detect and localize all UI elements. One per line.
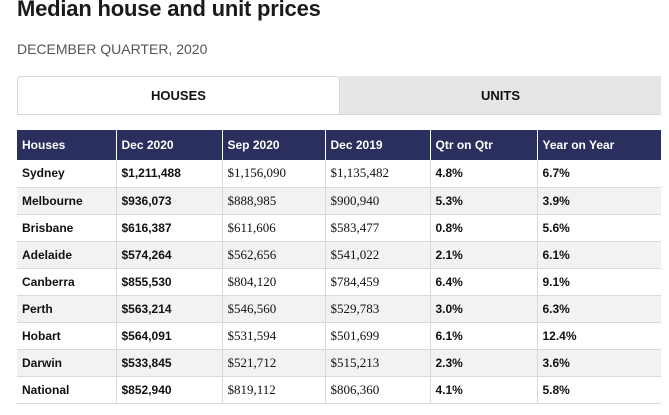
table-row: National $852,940 $819,112 $806,360 4.1% 5.8% bbox=[17, 376, 661, 404]
cell-sep-2020: $819,112 bbox=[222, 376, 326, 404]
cell-sep-2020: $611,606 bbox=[222, 214, 326, 242]
cell-city: Hobart bbox=[17, 322, 117, 350]
table-header-row: Houses Dec 2020 Sep 2020 Dec 2019 Qtr on… bbox=[17, 130, 661, 160]
cell-sep-2020: $888,985 bbox=[222, 187, 326, 215]
column-header-sep-2020: Sep 2020 bbox=[222, 130, 326, 160]
table-row: Brisbane $616,387 $611,606 $583,477 0.8% 5.6% bbox=[17, 214, 661, 242]
table-row: Darwin $533,845 $521,712 $515,213 2.3% 3.6% bbox=[17, 349, 661, 377]
cell-city: National bbox=[17, 376, 117, 404]
cell-dec-2019: $529,783 bbox=[325, 295, 431, 323]
table-body: Sydney $1,211,488 $1,156,090 $1,135,482 4.8%… bbox=[17, 160, 661, 404]
cell-city: Adelaide bbox=[17, 241, 117, 269]
cell-dec-2019: $806,360 bbox=[325, 376, 431, 404]
cell-dec-2020: $1,211,488 bbox=[116, 160, 223, 188]
cell-qtr-on-qtr: 0.8% bbox=[430, 214, 538, 242]
cell-sep-2020: $546,560 bbox=[222, 295, 326, 323]
cell-dec-2020: $936,073 bbox=[116, 187, 223, 215]
cell-qtr-on-qtr: 6.4% bbox=[430, 268, 538, 296]
cell-qtr-on-qtr: 4.1% bbox=[430, 376, 538, 404]
table-row: Melbourne $936,073 $888,985 $900,940 5.3% 3.9… bbox=[17, 187, 661, 215]
cell-dec-2019: $900,940 bbox=[325, 187, 431, 215]
cell-sep-2020: $531,594 bbox=[222, 322, 326, 350]
cell-qtr-on-qtr: 3.0% bbox=[430, 295, 538, 323]
cell-dec-2019: $515,213 bbox=[325, 349, 431, 377]
cell-city: Perth bbox=[17, 295, 117, 323]
cell-qtr-on-qtr: 2.3% bbox=[430, 349, 538, 377]
cell-sep-2020: $521,712 bbox=[222, 349, 326, 377]
cell-qtr-on-qtr: 4.8% bbox=[430, 160, 538, 188]
cell-sep-2020: $1,156,090 bbox=[222, 160, 326, 188]
cell-qtr-on-qtr: 5.3% bbox=[430, 187, 538, 215]
cell-city: Darwin bbox=[17, 349, 117, 377]
cell-dec-2019: $541,022 bbox=[325, 241, 431, 269]
column-header-qtr-on-qtr: Qtr on Qtr bbox=[430, 130, 538, 160]
table-row: Sydney $1,211,488 $1,156,090 $1,135,482 4.8%… bbox=[17, 160, 661, 188]
cell-dec-2020: $563,214 bbox=[116, 295, 223, 323]
cell-qtr-on-qtr: 6.1% bbox=[430, 322, 538, 350]
cell-dec-2020: $616,387 bbox=[116, 214, 223, 242]
cell-qtr-on-qtr: 2.1% bbox=[430, 241, 538, 269]
prices-table: Houses Dec 2020 Sep 2020 Dec 2019 Qtr on… bbox=[17, 130, 661, 404]
tab-divider bbox=[17, 114, 661, 115]
cell-year-on-year: 9.1% bbox=[537, 268, 661, 296]
cell-year-on-year: 12.4% bbox=[537, 322, 661, 350]
cell-dec-2019: $501,699 bbox=[325, 322, 431, 350]
tab-bar: HOUSES UNITS bbox=[17, 76, 661, 114]
cell-city: Brisbane bbox=[17, 214, 117, 242]
cell-city: Canberra bbox=[17, 268, 117, 296]
column-header-dec-2020: Dec 2020 bbox=[116, 130, 223, 160]
tab-units[interactable]: UNITS bbox=[340, 76, 661, 114]
column-header-year-on-year: Year on Year bbox=[537, 130, 661, 160]
tab-houses[interactable]: HOUSES bbox=[17, 76, 340, 114]
cell-dec-2020: $564,091 bbox=[116, 322, 223, 350]
cell-year-on-year: 3.6% bbox=[537, 349, 661, 377]
page-title: Median house and unit prices bbox=[17, 0, 321, 21]
cell-sep-2020: $562,656 bbox=[222, 241, 326, 269]
cell-city: Sydney bbox=[17, 160, 117, 188]
cell-year-on-year: 5.8% bbox=[537, 376, 661, 404]
cell-dec-2020: $852,940 bbox=[116, 376, 223, 404]
cell-city: Melbourne bbox=[17, 187, 117, 215]
cell-dec-2020: $533,845 bbox=[116, 349, 223, 377]
cell-sep-2020: $804,120 bbox=[222, 268, 326, 296]
cell-year-on-year: 6.3% bbox=[537, 295, 661, 323]
cell-year-on-year: 3.9% bbox=[537, 187, 661, 215]
cell-dec-2019: $784,459 bbox=[325, 268, 431, 296]
cell-dec-2019: $1,135,482 bbox=[325, 160, 431, 188]
cell-year-on-year: 5.6% bbox=[537, 214, 661, 242]
table-row: Perth $563,214 $546,560 $529,783 3.0% 6.3% bbox=[17, 295, 661, 323]
cell-year-on-year: 6.7% bbox=[537, 160, 661, 188]
table-row: Hobart $564,091 $531,594 $501,699 6.1% 12.4% bbox=[17, 322, 661, 350]
cell-dec-2020: $855,530 bbox=[116, 268, 223, 296]
cell-dec-2019: $583,477 bbox=[325, 214, 431, 242]
page-subtitle: DECEMBER QUARTER, 2020 bbox=[17, 41, 208, 57]
column-header-city: Houses bbox=[17, 130, 117, 160]
cell-year-on-year: 6.1% bbox=[537, 241, 661, 269]
table-row: Canberra $855,530 $804,120 $784,459 6.4% 9.1% bbox=[17, 268, 661, 296]
cell-dec-2020: $574,264 bbox=[116, 241, 223, 269]
table-row: Adelaide $574,264 $562,656 $541,022 2.1% 6.1% bbox=[17, 241, 661, 269]
column-header-dec-2019: Dec 2019 bbox=[325, 130, 431, 160]
